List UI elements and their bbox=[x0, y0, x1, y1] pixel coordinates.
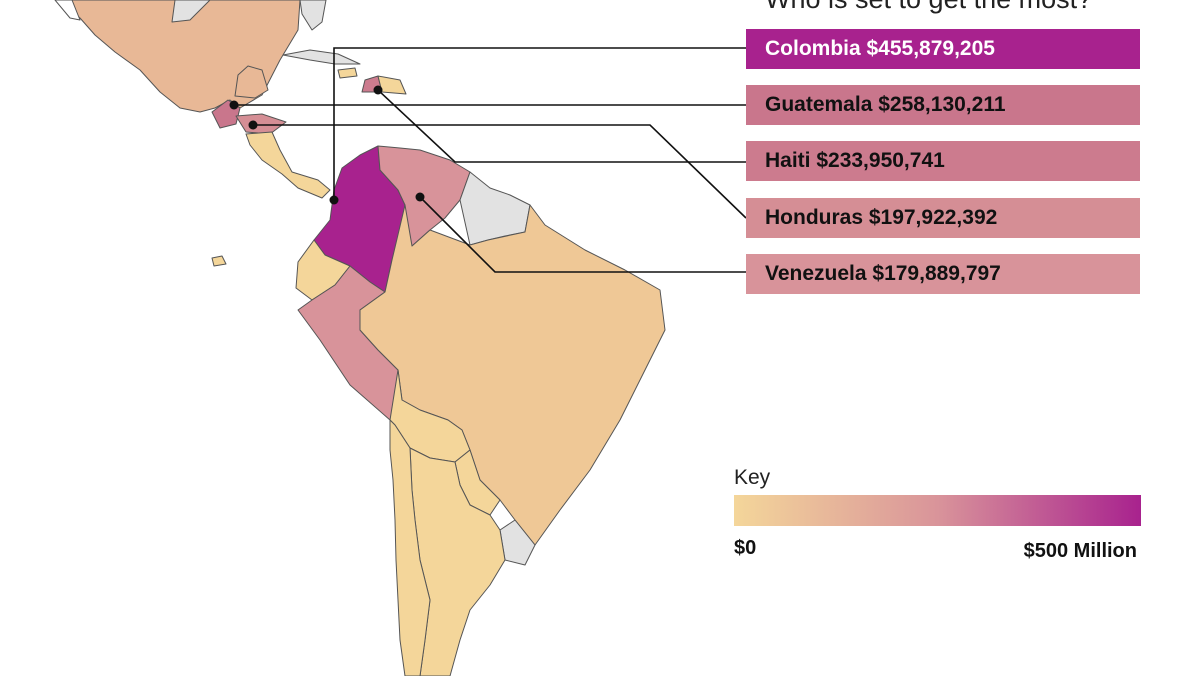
region-cuba bbox=[282, 49, 361, 65]
callout-guatemala-text: Guatemala $258,130,211 bbox=[765, 93, 1006, 116]
chart-heading: Who is set to get the most? bbox=[765, 0, 1092, 15]
marker-haiti bbox=[373, 85, 383, 95]
marker-colombia bbox=[329, 195, 339, 205]
region-central-america bbox=[245, 131, 331, 199]
callout-colombia-text: Colombia $455,879,205 bbox=[765, 37, 995, 60]
callout-haiti: Haiti $233,950,741 bbox=[746, 141, 1140, 181]
leader-haiti bbox=[377, 89, 746, 163]
leader-honduras bbox=[253, 124, 747, 219]
callout-honduras-text: Honduras $197,922,392 bbox=[765, 206, 998, 229]
region-baja-gap bbox=[54, 0, 81, 21]
callout-honduras: Honduras $197,922,392 bbox=[746, 198, 1140, 238]
callout-guatemala: Guatemala $258,130,211 bbox=[746, 85, 1140, 125]
callout-venezuela: Venezuela $179,889,797 bbox=[746, 254, 1140, 294]
leader-colombia bbox=[333, 47, 746, 200]
key-max-label: $500 Million bbox=[1023, 540, 1137, 562]
marker-honduras bbox=[248, 120, 258, 130]
marker-venezuela bbox=[415, 192, 425, 202]
callout-colombia: Colombia $455,879,205 bbox=[746, 29, 1140, 69]
key-min-label: $0 bbox=[734, 537, 757, 559]
key-gradient-bar bbox=[734, 495, 1141, 526]
region-chile bbox=[389, 419, 431, 676]
callout-haiti-text: Haiti $233,950,741 bbox=[765, 149, 945, 172]
region-jamaica bbox=[337, 67, 358, 79]
leader-venezuela bbox=[419, 196, 746, 273]
region-usa bbox=[171, 0, 211, 23]
region-honduras bbox=[235, 113, 287, 135]
region-galapagos bbox=[211, 255, 227, 267]
region-brazil bbox=[359, 204, 666, 546]
callout-venezuela-text: Venezuela $179,889,797 bbox=[765, 262, 1001, 285]
marker-guatemala bbox=[229, 100, 239, 110]
region-florida bbox=[299, 0, 327, 31]
region-yucatan bbox=[234, 65, 269, 99]
key-title: Key bbox=[734, 466, 771, 489]
